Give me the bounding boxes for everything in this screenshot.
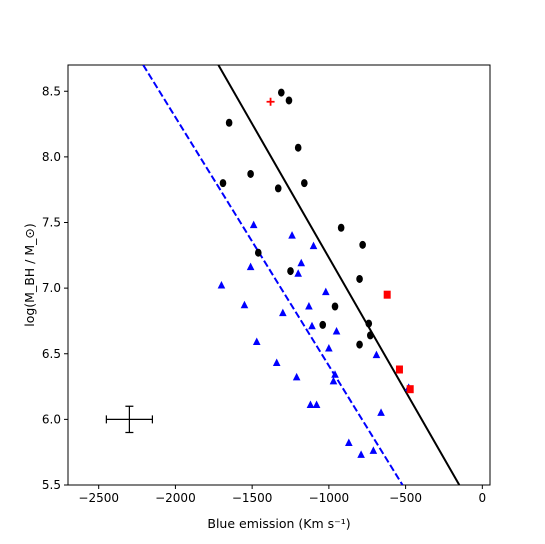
triangle-point: [272, 358, 281, 366]
square-point: [395, 365, 403, 374]
triangle-point: [322, 287, 330, 296]
y-tick-label: 7.5: [42, 216, 61, 230]
triangle-point: [377, 408, 385, 416]
triangle-point: [329, 376, 338, 385]
circle-point: [301, 179, 308, 188]
circle-point: [356, 274, 363, 283]
triangle-point: [279, 308, 287, 317]
plot-area: [105, 65, 461, 485]
circle-point: [319, 320, 327, 329]
x-tick-label: −2500: [78, 491, 119, 505]
circle-point: [219, 179, 227, 188]
circle-point: [365, 319, 373, 328]
circle-point: [331, 302, 339, 311]
triangle-point: [240, 300, 249, 309]
triangle-point: [294, 269, 302, 277]
ticks: −2500 −2000 −1500 −1000 −500 0 5.5 6.0 6.5 7.0 7.5…: [42, 84, 486, 505]
triangle-point: [357, 450, 365, 458]
circle-point: [294, 143, 302, 152]
triangle-point: [246, 262, 255, 271]
x-tick-label: 0: [479, 491, 487, 505]
triangle-point: [288, 231, 296, 239]
x-tick-label: −1000: [309, 491, 350, 505]
triangle-point: [306, 400, 315, 408]
circle-point: [285, 96, 293, 105]
dashed-fit-line: [142, 65, 404, 485]
triangle-point: [249, 220, 258, 229]
triangle-point: [332, 326, 341, 335]
x-tick-label: −2000: [155, 491, 196, 505]
axes: [67, 64, 491, 486]
triangle-point: [369, 446, 378, 454]
circle-point: [337, 223, 345, 232]
x-tick-label: −500: [389, 491, 422, 505]
y-tick-label: 8.0: [42, 150, 61, 164]
y-tick-label: 5.5: [42, 478, 61, 492]
circle-point: [367, 331, 374, 340]
circle-point: [247, 169, 254, 178]
circle-point: [274, 184, 282, 193]
square-point: [383, 290, 391, 299]
error-bar: [105, 405, 153, 434]
y-axis-title: log(M_BH / M_⊙): [22, 223, 37, 327]
triangle-point: [305, 302, 313, 310]
y-tick-label: 7.0: [42, 281, 61, 295]
triangle-point: [312, 400, 321, 408]
x-axis-title: Blue emission (Km s⁻¹): [207, 516, 350, 531]
y-tick-label: 6.5: [42, 347, 61, 361]
circle-point: [254, 248, 262, 257]
y-tick-label: 6.0: [42, 412, 61, 426]
triangle-point: [252, 337, 261, 345]
axes-frame: [67, 64, 491, 486]
circle-point: [225, 118, 233, 127]
x-tick-label: −1500: [232, 491, 273, 505]
triangle-point: [309, 241, 318, 250]
triangle-point: [372, 350, 381, 359]
square-point: [406, 385, 414, 394]
triangle-point: [325, 344, 333, 352]
triangle-point: [292, 372, 301, 381]
triangle-point: [345, 438, 353, 446]
triangle-point: [217, 281, 226, 289]
triangle-point: [308, 321, 316, 330]
triangle-point: [297, 258, 306, 267]
circle-point: [356, 340, 363, 349]
solid-fit-line: [217, 65, 461, 485]
triangle-point: [331, 370, 339, 378]
circle-point: [287, 267, 294, 276]
plus-point: [266, 97, 275, 106]
circle-point: [359, 240, 366, 249]
y-tick-label: 8.5: [42, 84, 61, 98]
circle-point: [278, 88, 285, 97]
